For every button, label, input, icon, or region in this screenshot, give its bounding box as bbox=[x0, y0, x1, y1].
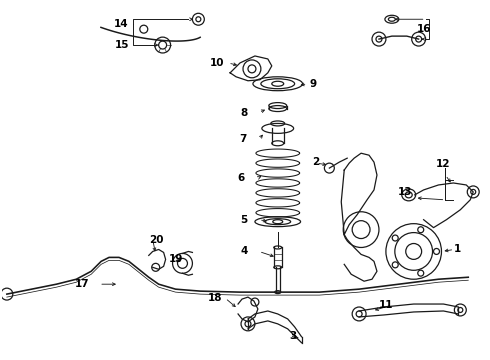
Text: 5: 5 bbox=[240, 215, 247, 225]
Text: 14: 14 bbox=[114, 19, 129, 29]
Text: 8: 8 bbox=[241, 108, 248, 117]
Text: 4: 4 bbox=[241, 247, 248, 256]
Text: 7: 7 bbox=[240, 134, 247, 144]
Text: 16: 16 bbox=[416, 24, 431, 34]
Text: 20: 20 bbox=[149, 234, 163, 244]
Text: 2: 2 bbox=[313, 157, 320, 167]
Text: 18: 18 bbox=[208, 293, 222, 303]
Text: 9: 9 bbox=[310, 79, 317, 89]
Text: 12: 12 bbox=[436, 159, 450, 169]
Text: 17: 17 bbox=[74, 279, 89, 289]
Text: 13: 13 bbox=[398, 187, 412, 197]
Text: 6: 6 bbox=[238, 173, 245, 183]
Text: 10: 10 bbox=[210, 58, 224, 68]
Text: 15: 15 bbox=[114, 40, 129, 50]
Text: 3: 3 bbox=[290, 331, 297, 341]
Text: 19: 19 bbox=[169, 255, 183, 264]
Text: 11: 11 bbox=[379, 300, 393, 310]
Text: 1: 1 bbox=[453, 244, 461, 255]
